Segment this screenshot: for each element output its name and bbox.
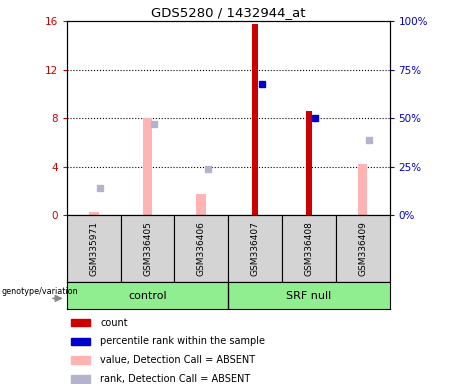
Text: rank, Detection Call = ABSENT: rank, Detection Call = ABSENT: [100, 374, 251, 384]
Bar: [306, 111, 312, 215]
Text: GSM336405: GSM336405: [143, 221, 152, 276]
Bar: [282, 215, 336, 282]
Text: count: count: [100, 318, 128, 328]
Bar: [67, 215, 121, 282]
Bar: [71, 338, 90, 345]
Text: value, Detection Call = ABSENT: value, Detection Call = ABSENT: [100, 355, 255, 365]
Text: GSM335971: GSM335971: [89, 221, 98, 276]
Bar: [71, 375, 90, 382]
Text: GSM336409: GSM336409: [358, 221, 367, 276]
Bar: [174, 215, 228, 282]
Text: SRF null: SRF null: [286, 291, 331, 301]
Text: genotype/variation: genotype/variation: [1, 287, 78, 296]
Bar: [121, 215, 174, 282]
Text: GSM336406: GSM336406: [197, 221, 206, 276]
Text: control: control: [128, 291, 167, 301]
Bar: [71, 356, 90, 364]
Bar: [358, 164, 367, 215]
Text: GSM336408: GSM336408: [304, 221, 313, 276]
Bar: [196, 194, 206, 215]
Bar: [336, 215, 390, 282]
Bar: [142, 118, 152, 215]
Bar: [228, 215, 282, 282]
Bar: [71, 319, 90, 326]
Bar: [252, 23, 258, 215]
Text: percentile rank within the sample: percentile rank within the sample: [100, 336, 266, 346]
Text: GSM336407: GSM336407: [251, 221, 260, 276]
Title: GDS5280 / 1432944_at: GDS5280 / 1432944_at: [151, 5, 306, 18]
Bar: [89, 212, 99, 215]
